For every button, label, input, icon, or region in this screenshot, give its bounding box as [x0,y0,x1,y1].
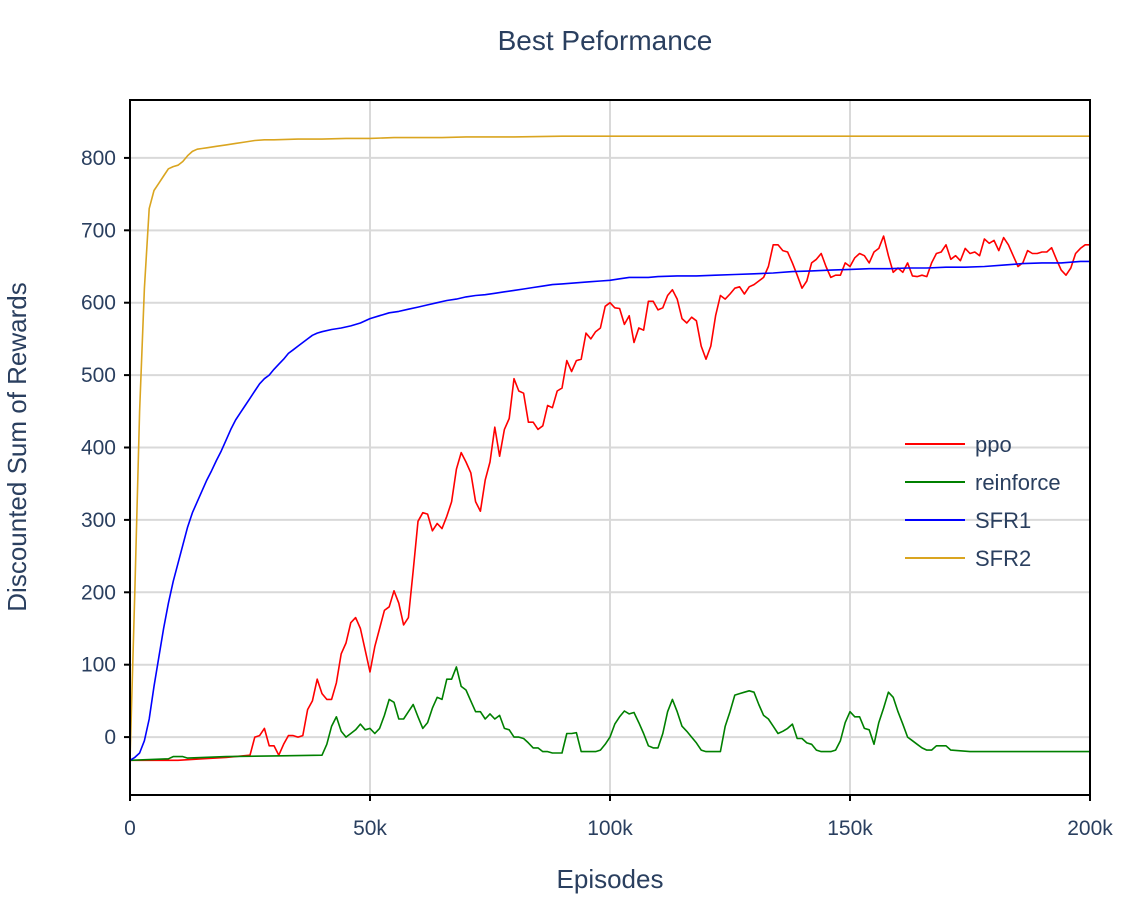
y-tick-label-1: 100 [81,654,116,677]
x-tick-label-4: 200k [1067,817,1113,840]
legend-label-sfr2: SFR2 [975,546,1031,571]
x-tick-labels: 0 50k 100k 150k 200k [124,795,1113,840]
x-tick-label-1: 50k [353,817,387,840]
x-tick-label-0: 0 [124,817,136,840]
y-tick-label-0: 0 [104,726,116,749]
y-tick-label-3: 300 [81,509,116,532]
series-line-ppo [130,235,1090,762]
grid-lines [130,100,1090,795]
series-line-reinforce [129,666,1090,762]
y-tick-label-7: 700 [81,219,116,242]
series-line-sfr1 [129,260,1090,761]
y-tick-label-2: 200 [81,581,116,604]
y-tick-label-4: 400 [81,437,116,460]
series-line-sfr2 [129,135,1090,761]
legend-label-reinforce: reinforce [975,470,1061,495]
y-tick-label-6: 600 [81,292,116,315]
x-tick-label-3: 150k [827,817,873,840]
legend: ppo reinforce SFR1 SFR2 [905,432,1061,571]
y-axis-title: Discounted Sum of Rewards [2,282,32,611]
y-tick-labels: 0 100 200 300 400 500 600 700 800 [81,147,130,749]
legend-label-sfr1: SFR1 [975,508,1031,533]
x-tick-label-2: 100k [587,817,633,840]
series-lines [129,135,1090,762]
x-axis-title: Episodes [557,864,664,894]
y-tick-label-5: 500 [81,364,116,387]
chart-title: Best Peformance [498,25,713,56]
y-tick-label-8: 800 [81,147,116,170]
legend-label-ppo: ppo [975,432,1012,457]
